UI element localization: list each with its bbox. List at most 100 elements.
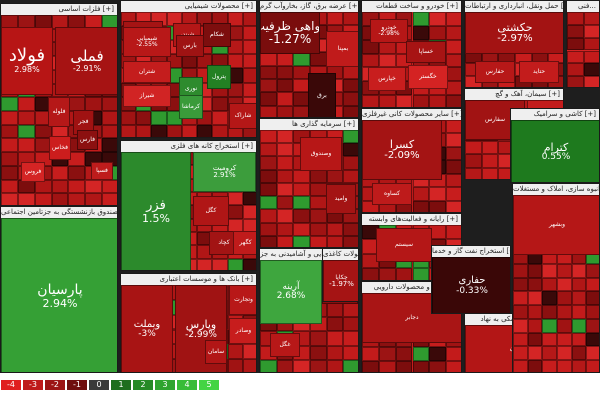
sector-title[interactable]: استخراج کانه های فلزی [+] <box>121 141 256 152</box>
stock-tile[interactable] <box>276 52 294 66</box>
stock-tile[interactable] <box>567 37 584 51</box>
sector-title[interactable]: فنی... <box>567 1 599 12</box>
stock-tile[interactable]: بمپنا <box>326 31 358 67</box>
stock-tile[interactable] <box>227 258 243 270</box>
sector-title[interactable]: سیمان، آهک و گچ [+] <box>465 89 563 100</box>
stock-tile[interactable] <box>1 111 18 125</box>
stock-tile[interactable]: فزر 1.5% <box>121 152 191 270</box>
stock-tile[interactable] <box>567 12 584 25</box>
stock-tile[interactable] <box>378 95 396 107</box>
stock-tile[interactable] <box>260 156 277 170</box>
sector-3[interactable]: خودرو و ساخت قطعات [+] خودرو -2.98% خساپا خگ… <box>361 0 462 108</box>
stock-tile[interactable] <box>362 267 379 280</box>
stock-tile[interactable] <box>362 53 379 68</box>
stock-tile[interactable] <box>343 143 358 157</box>
stock-tile[interactable] <box>310 359 327 372</box>
stock-tile[interactable] <box>412 12 430 26</box>
stock-tile[interactable] <box>212 96 228 111</box>
stock-tile[interactable] <box>276 169 294 183</box>
stock-tile[interactable] <box>542 305 557 319</box>
stock-tile[interactable]: پارسیان 2.94% <box>1 218 117 372</box>
stock-tile[interactable]: چکاپا -1.97% <box>323 260 358 301</box>
sector-9[interactable]: بیمه وصندوق بازنشستگی به جزتامین اجتماعی… <box>0 206 118 373</box>
stock-tile[interactable] <box>310 331 327 346</box>
stock-tile[interactable] <box>586 305 599 319</box>
stock-tile[interactable] <box>260 196 277 210</box>
stock-tile[interactable] <box>102 124 117 139</box>
stock-tile[interactable] <box>276 222 294 236</box>
stock-tile[interactable]: خساپا <box>406 41 446 63</box>
stock-tile[interactable] <box>260 222 277 236</box>
sector-17[interactable]: استخراج نفت گاز و خدما [+]حفاری-0.33% <box>431 245 511 314</box>
stock-tile[interactable] <box>85 179 103 194</box>
stock-tile[interactable] <box>446 133 461 147</box>
stock-tile[interactable] <box>571 332 587 347</box>
stock-tile[interactable] <box>571 263 587 278</box>
stock-tile[interactable] <box>586 263 599 278</box>
stock-tile[interactable]: وصادر <box>229 318 256 344</box>
sector-title[interactable]: حمل ونقل، انبارداری و ارتباطات [+] <box>465 1 563 12</box>
stock-tile[interactable] <box>446 160 461 174</box>
stock-tile[interactable]: فارس <box>77 130 98 150</box>
stock-tile[interactable] <box>571 277 587 292</box>
stock-tile[interactable] <box>446 12 461 26</box>
stock-tile[interactable] <box>227 54 243 69</box>
stock-tile[interactable] <box>557 277 572 292</box>
stock-tile[interactable] <box>567 50 584 64</box>
stock-tile[interactable] <box>326 331 344 346</box>
stock-tile[interactable] <box>343 156 358 170</box>
stock-tile[interactable] <box>412 200 430 212</box>
stock-tile[interactable] <box>378 267 396 280</box>
stock-tile[interactable] <box>446 146 461 161</box>
stock-tile[interactable] <box>343 12 358 26</box>
sector-11[interactable]: محصولات کاغذی [+]چکاپا-1.97% <box>322 248 359 302</box>
stock-tile[interactable] <box>571 291 587 306</box>
stock-tile[interactable] <box>242 12 256 27</box>
stock-tile[interactable] <box>412 360 430 372</box>
sector-12[interactable]: سایر محصولات کانی غیرفلزی [+]کسرا-2.09%ک… <box>361 108 462 213</box>
stock-tile[interactable] <box>260 105 277 117</box>
sector-title[interactable]: محصولات کاغذی [+] <box>323 249 358 260</box>
stock-tile[interactable]: بارس <box>176 35 204 57</box>
stock-tile[interactable]: شاراک <box>229 103 256 129</box>
stock-tile[interactable] <box>260 235 277 247</box>
sector-title[interactable]: خودرو و ساخت قطعات [+] <box>362 1 461 12</box>
stock-tile[interactable]: حفارس <box>475 61 515 83</box>
stock-tile[interactable] <box>242 54 256 69</box>
stock-tile[interactable] <box>293 209 310 223</box>
stock-tile[interactable] <box>378 347 396 361</box>
stock-tile[interactable]: وتجارت <box>229 285 256 315</box>
stock-tile[interactable] <box>276 235 294 247</box>
stock-tile[interactable] <box>446 225 461 240</box>
stock-tile[interactable] <box>362 200 379 212</box>
stock-tile[interactable] <box>310 235 327 247</box>
stock-tile[interactable] <box>310 209 327 223</box>
stock-tile[interactable] <box>276 92 294 106</box>
stock-tile[interactable]: فلوله <box>48 97 70 127</box>
stock-tile[interactable] <box>326 302 344 317</box>
stock-tile[interactable]: فولاد 2.98% <box>1 27 53 95</box>
stock-tile[interactable] <box>429 360 447 372</box>
stock-tile[interactable] <box>197 258 213 270</box>
stock-tile[interactable] <box>446 81 461 96</box>
sector-title[interactable]: عرضه برق، گاز، بخاروآب گرم [+] <box>260 1 358 12</box>
stock-tile[interactable] <box>51 179 69 194</box>
sector-title[interactable]: رایانه و فعالیت‌های وابسته [+] <box>362 214 461 225</box>
stock-tile[interactable] <box>586 277 599 292</box>
stock-tile[interactable] <box>542 318 557 333</box>
stock-tile[interactable] <box>326 222 344 236</box>
stock-tile[interactable]: خگستر <box>408 65 448 89</box>
stock-tile[interactable] <box>197 124 213 137</box>
stock-tile[interactable] <box>1 165 18 180</box>
stock-tile[interactable] <box>481 154 499 168</box>
stock-tile[interactable] <box>584 63 599 77</box>
stock-tile[interactable] <box>343 78 358 93</box>
stock-tile[interactable] <box>429 347 447 361</box>
stock-tile[interactable] <box>343 359 358 372</box>
stock-tile[interactable] <box>446 95 461 107</box>
stock-tile[interactable] <box>121 124 137 137</box>
sector-title[interactable]: استخراج نفت گاز و خدما [+] <box>432 246 510 257</box>
sector-title[interactable]: سایر محصولات کانی غیرفلزی [+] <box>362 109 461 120</box>
stock-tile[interactable]: وبملت -3% <box>121 285 173 372</box>
stock-tile[interactable] <box>212 110 228 125</box>
